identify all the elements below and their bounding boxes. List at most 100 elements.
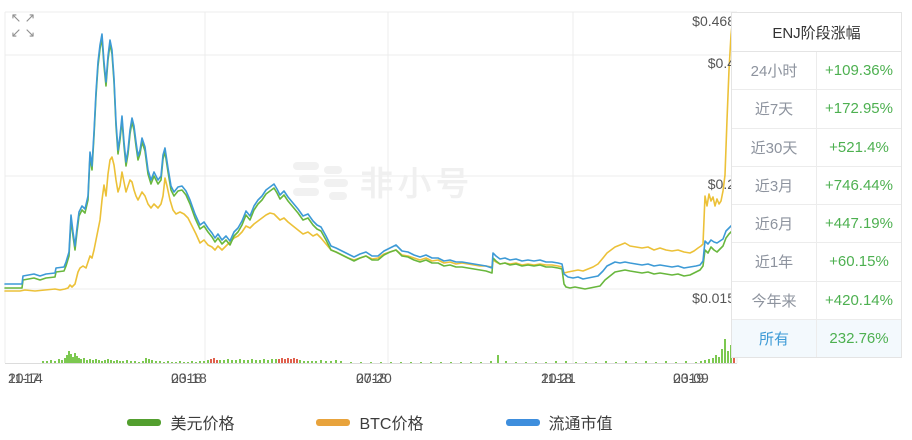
volume-bar: [66, 355, 68, 363]
volume-bar: [299, 360, 301, 363]
volume-bar: [727, 351, 729, 363]
volume-bar: [199, 361, 201, 363]
volume-bar: [119, 361, 121, 363]
volume-bar: [555, 361, 557, 363]
volume-bar: [284, 359, 286, 363]
volume-bar: [219, 360, 221, 363]
volume-bar: [700, 361, 702, 363]
volume-bar: [251, 359, 253, 363]
volume-bar: [167, 361, 169, 363]
volume-bar: [159, 361, 161, 363]
volume-bar: [615, 362, 617, 363]
volume-bar: [134, 361, 136, 363]
period-value: +746.44%: [825, 176, 893, 194]
legend-swatch-usd-price: [127, 418, 162, 426]
period-row[interactable]: 所有 232.76%: [732, 319, 901, 357]
volume-bar: [480, 362, 482, 363]
period-change-panel: ENJ阶段涨幅 24小时 +109.36% 近7天 +172.95% 近30天 +521.…: [731, 12, 902, 358]
volume-bar: [227, 359, 229, 363]
period-label: 所有: [732, 319, 817, 357]
volume-bar: [155, 361, 157, 363]
volume-bar: [104, 360, 106, 363]
volume-bar: [390, 362, 392, 363]
volume-bar: [400, 362, 402, 363]
period-row[interactable]: 近6月 +447.19%: [732, 205, 901, 244]
period-row[interactable]: 近7天 +172.95%: [732, 90, 901, 129]
volume-bar: [151, 360, 153, 363]
volume-bar: [712, 358, 714, 363]
volume-bar: [281, 358, 283, 363]
price-chart[interactable]: [0, 0, 740, 370]
expand-icon[interactable]: ↖ ↗ ↙ ↘: [9, 11, 39, 41]
y-axis-label: $0.468: [692, 13, 735, 29]
volume-bar: [340, 361, 342, 363]
volume-bar: [183, 362, 185, 363]
volume-bar: [116, 360, 118, 363]
volume-bar: [410, 362, 412, 363]
volume-bar: [92, 360, 94, 363]
volume-bar: [278, 359, 280, 363]
period-row[interactable]: 近3月 +746.44%: [732, 166, 901, 205]
volume-bar: [80, 359, 82, 363]
volume-bar: [46, 361, 48, 363]
volume-bar: [535, 362, 537, 363]
volume-bar: [210, 359, 212, 363]
volume-bar: [163, 362, 165, 363]
period-row[interactable]: 近1年 +60.15%: [732, 243, 901, 282]
volume-bar: [330, 361, 332, 363]
volume-bar: [724, 339, 726, 363]
volume-bar: [490, 361, 492, 363]
period-row[interactable]: 24小时 +109.36%: [732, 52, 901, 91]
volume-bar: [704, 360, 706, 363]
period-label: 近30天: [732, 128, 817, 166]
legend-item-usd-price[interactable]: 美元价格: [127, 410, 234, 434]
volume-bar: [315, 361, 317, 363]
chart-legend: 美元价格 BTC价格 流通市值: [0, 410, 740, 434]
volume-bar: [267, 360, 269, 363]
volume-bar: [74, 353, 76, 363]
volume-bar: [207, 360, 209, 363]
volume-bar: [83, 358, 85, 363]
volume-bar: [148, 359, 150, 363]
period-row[interactable]: 今年来 +420.14%: [732, 281, 901, 320]
volume-bar: [235, 360, 237, 363]
volume-bar: [223, 360, 225, 363]
period-row[interactable]: 近30天 +521.4%: [732, 128, 901, 167]
volume-bar: [733, 355, 735, 363]
volume-bar: [64, 358, 66, 363]
period-value: +172.95%: [825, 100, 893, 118]
volume-bar: [325, 361, 327, 363]
volume-bar: [635, 362, 637, 363]
volume-bar: [655, 362, 657, 363]
volume-bar: [665, 361, 667, 363]
series-line-market-cap: [4, 33, 733, 285]
volume-bar: [275, 359, 277, 363]
volume-bar: [605, 361, 607, 363]
volume-bar: [171, 362, 173, 363]
legend-label: 美元价格: [170, 416, 235, 433]
volume-bar: [296, 359, 298, 363]
expand-arrow-glyph: ↘: [24, 25, 36, 40]
volume-bar: [370, 362, 372, 363]
volume-bar: [50, 360, 52, 363]
volume-bar: [113, 361, 115, 363]
volume-bar: [708, 359, 710, 363]
volume-bar: [187, 362, 189, 363]
volume-bar: [290, 359, 292, 363]
volume-bar: [216, 360, 218, 363]
panel-title: ENJ阶段涨幅: [732, 13, 901, 52]
y-axis-label: $0.4: [707, 55, 735, 71]
legend-item-btc-price[interactable]: BTC价格: [316, 410, 424, 434]
volume-bar: [126, 360, 128, 363]
volume-bar: [565, 361, 567, 363]
volume-bar: [450, 362, 452, 363]
volume-bar: [231, 360, 233, 363]
period-value: +420.14%: [825, 291, 893, 309]
volume-bar: [718, 357, 720, 363]
legend-item-market-cap[interactable]: 流通市值: [505, 410, 613, 434]
volume-bar: [213, 358, 215, 363]
volume-bar: [293, 358, 295, 363]
volume-bar: [78, 358, 80, 363]
volume-bar: [42, 361, 44, 363]
volume-bar: [575, 362, 577, 363]
